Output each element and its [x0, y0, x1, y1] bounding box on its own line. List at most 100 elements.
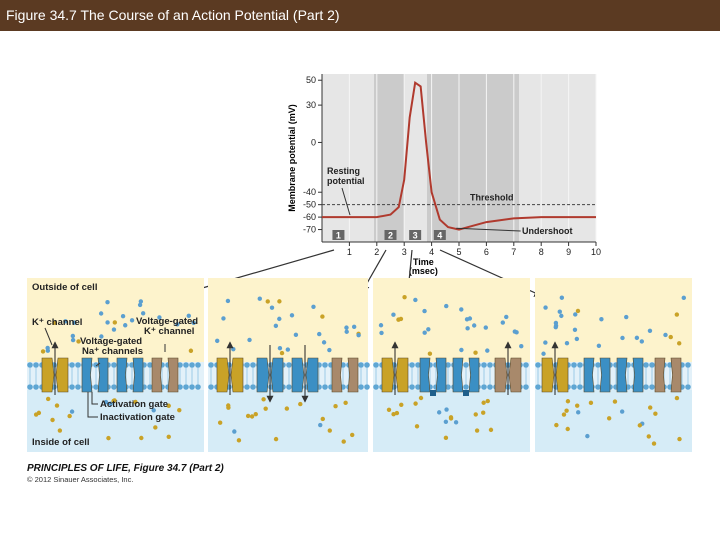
lipid-head	[643, 384, 649, 390]
resting-line: potential	[327, 176, 365, 186]
y-tick-label: 0	[311, 137, 316, 147]
ion	[70, 333, 76, 339]
channel-subunit	[541, 357, 555, 393]
ion	[519, 344, 524, 349]
inside-area	[208, 390, 368, 452]
channel-subunit	[270, 357, 284, 393]
ion	[651, 441, 657, 446]
outside-label: Outside of cell	[32, 282, 97, 293]
ion	[413, 401, 418, 406]
lipid-head	[183, 384, 189, 390]
ion	[559, 295, 565, 300]
ion	[129, 318, 135, 323]
ion	[619, 409, 625, 414]
lipid-head	[69, 362, 75, 368]
channel-subunit	[452, 357, 464, 393]
ion	[99, 334, 104, 339]
channel-subunit	[331, 357, 343, 393]
ion	[253, 412, 258, 417]
channel-subunit	[508, 357, 522, 393]
lipid-head	[409, 362, 415, 368]
lipid-head	[189, 362, 195, 368]
lipid-head	[685, 362, 691, 368]
channel-subunit	[468, 357, 480, 393]
x-tick-label: 9	[566, 247, 571, 257]
lipid-head	[373, 362, 379, 368]
channel-subunit	[583, 357, 595, 393]
lipid-head	[364, 362, 370, 368]
ion	[426, 327, 431, 332]
y-tick-label: -50	[303, 200, 316, 210]
outside-area	[535, 278, 692, 362]
ion	[279, 350, 285, 356]
ion	[554, 422, 559, 428]
ion	[70, 337, 76, 343]
ion	[634, 335, 640, 341]
x-tick-label: 5	[456, 247, 461, 257]
ion	[386, 407, 392, 413]
channel-subunit	[616, 357, 628, 393]
lipid-head	[409, 384, 415, 390]
ion	[572, 327, 578, 333]
lipid-head	[595, 384, 601, 390]
ion	[232, 429, 237, 434]
undershoot-label: Undershoot	[522, 226, 573, 236]
lipid-head	[208, 362, 214, 368]
lipid-head	[445, 384, 451, 390]
figure-source: PRINCIPLES OF LIFE, Figure 34.7 (Part 2)	[27, 463, 224, 474]
slide-title: Figure 34.7 The Course of an Action Pote…	[6, 7, 340, 23]
ion	[574, 336, 580, 342]
lipid-head	[358, 362, 364, 368]
ion	[444, 407, 449, 412]
ion	[247, 337, 252, 343]
y-tick-label: 50	[306, 75, 316, 85]
ion	[327, 347, 332, 353]
lipid-head	[189, 384, 195, 390]
ion	[620, 335, 625, 341]
ion	[318, 422, 323, 428]
phase-label: 3	[413, 231, 418, 241]
lipid-head	[69, 384, 75, 390]
ion	[273, 436, 279, 442]
ion	[261, 397, 266, 402]
lipid-head	[364, 384, 370, 390]
ion	[52, 320, 57, 325]
lipid-head	[177, 384, 183, 390]
ion	[289, 313, 295, 318]
ion	[33, 412, 39, 417]
channel-subunit	[132, 357, 144, 393]
ion	[105, 300, 110, 305]
ion	[265, 299, 270, 304]
ion	[596, 343, 602, 348]
x-tick-label: 6	[484, 247, 489, 257]
phase-box	[433, 230, 446, 240]
inside-label: Inside of cell	[32, 437, 90, 448]
lipid-head	[571, 384, 577, 390]
ion	[485, 348, 490, 353]
ion	[677, 436, 682, 442]
channel-subunit	[167, 357, 179, 393]
lipid-head	[244, 362, 250, 368]
ion	[153, 425, 158, 430]
ion	[257, 296, 262, 301]
channel-subunit	[256, 357, 270, 393]
ion	[45, 348, 51, 353]
ion	[139, 435, 144, 441]
ion	[398, 316, 404, 322]
ion	[465, 326, 470, 331]
lipid-head	[322, 384, 328, 390]
lipid-head	[195, 362, 201, 368]
ion	[668, 334, 673, 340]
lipid-head	[523, 384, 529, 390]
ion	[565, 399, 571, 404]
ion	[646, 434, 651, 439]
ion	[269, 305, 275, 310]
ion	[639, 339, 645, 344]
ion	[483, 325, 488, 330]
channel-subunit	[435, 357, 447, 393]
title-bar	[0, 0, 720, 31]
ion	[399, 402, 404, 407]
ion	[67, 413, 72, 419]
ion	[473, 350, 478, 355]
